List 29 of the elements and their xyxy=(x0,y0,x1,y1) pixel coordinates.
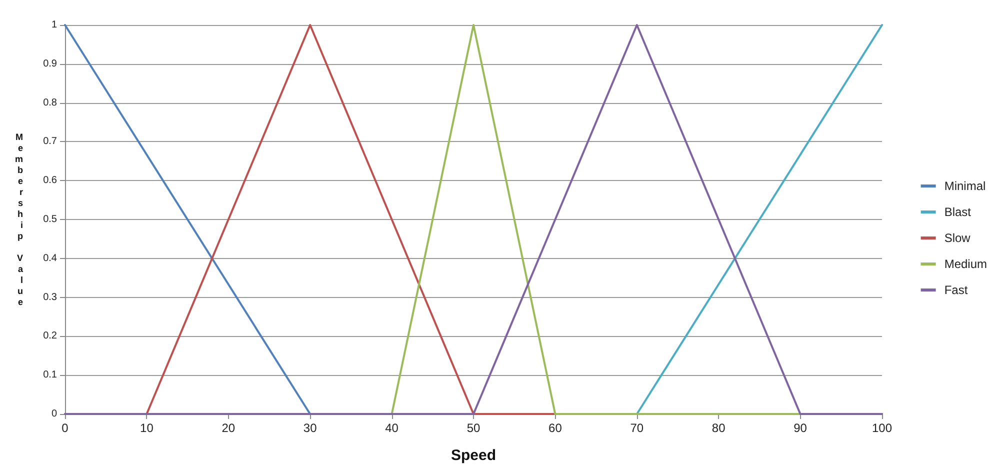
y-tick-label: 0.8 xyxy=(43,97,58,108)
x-tick-label: 60 xyxy=(548,421,562,435)
x-axis-title: Speed xyxy=(450,447,496,464)
x-tick-label: 50 xyxy=(466,421,480,435)
x-tick-label: 20 xyxy=(222,421,236,435)
y-tick-label: 1 xyxy=(51,20,58,30)
x-tick-label: 10 xyxy=(140,421,154,435)
legend-label: Blast xyxy=(944,205,972,219)
y-tick-label: 0.6 xyxy=(43,175,58,186)
x-tick-label: 30 xyxy=(303,421,318,435)
legend-label: Medium xyxy=(944,257,988,271)
x-tick-label: 70 xyxy=(630,421,644,435)
x-tick-label: 40 xyxy=(385,421,399,435)
legend-label: Fast xyxy=(944,283,968,297)
x-tick-label: 80 xyxy=(712,421,726,435)
x-tick-label: 90 xyxy=(794,421,808,435)
x-tick-label: 0 xyxy=(62,421,69,435)
text: Membership Value xyxy=(14,132,23,307)
y-tick-label: 0.7 xyxy=(43,136,58,148)
y-tick-label: 0.9 xyxy=(43,58,58,70)
legend-label: Minimal xyxy=(944,179,986,193)
y-tick-label: 0.3 xyxy=(43,292,58,303)
y-tick-label: 0.1 xyxy=(43,370,58,381)
y-tick-label: 0.4 xyxy=(43,252,58,264)
y-tick-label: 0.5 xyxy=(43,214,58,225)
legend-label: Slow xyxy=(944,231,971,245)
y-tick-label: 0.2 xyxy=(43,330,58,342)
x-tick-label: 100 xyxy=(872,421,892,435)
y-tick-label: 0 xyxy=(51,408,58,420)
